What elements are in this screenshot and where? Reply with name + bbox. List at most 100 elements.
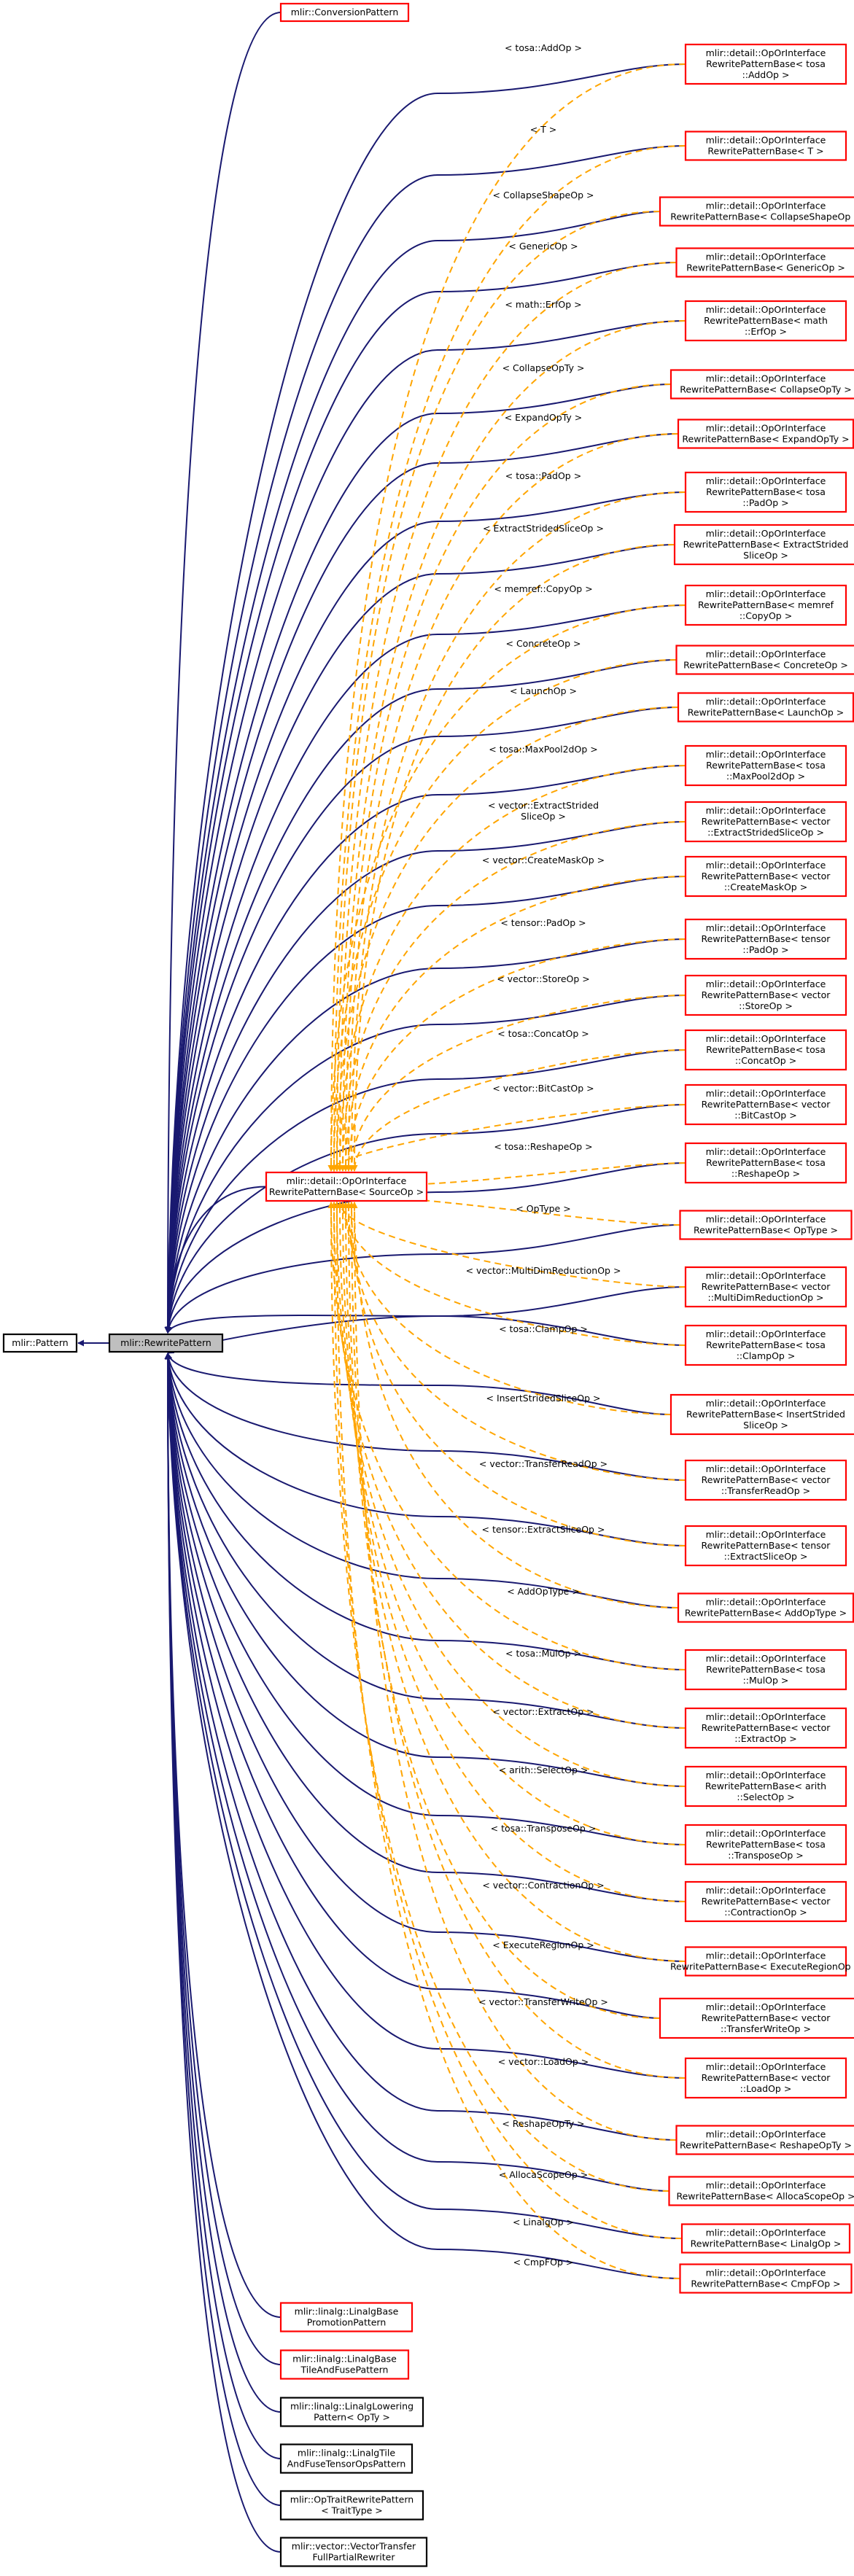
- node-spec-s06[interactable]: mlir::detail::OpOrInterfaceRewritePatter…: [669, 369, 854, 400]
- node-spec-s15[interactable]: mlir::detail::OpOrInterfaceRewritePatter…: [684, 855, 847, 898]
- node-spec-s11-text-2: RewritePatternBase< ConcreteOp >: [683, 660, 848, 671]
- node-spec-s04[interactable]: mlir::detail::OpOrInterfaceRewritePatter…: [675, 247, 854, 278]
- node-spec-s09-box: [673, 524, 854, 566]
- node-bottom-b6-text-1: mlir::vector::VectorTransfer: [292, 2541, 416, 2552]
- node-spec-s19[interactable]: mlir::detail::OpOrInterfaceRewritePatter…: [684, 1083, 847, 1126]
- edge-label-s05: < math::ErfOp >: [505, 299, 581, 310]
- edge-spec-s25-to-rewrite: [165, 1353, 686, 1481]
- node-bottom-b3-text-2: Pattern< OpTy >: [314, 2412, 390, 2423]
- node-spec-s38-text-2: RewritePatternBase< LinalgOp >: [691, 2238, 842, 2249]
- node-spec-s25[interactable]: mlir::detail::OpOrInterfaceRewritePatter…: [684, 1459, 847, 1501]
- node-spec-s30-box: [684, 1765, 847, 1808]
- node-bottom-b1-box: [279, 2302, 414, 2332]
- node-spec-s24-text-3: SliceOp >: [743, 1420, 788, 1431]
- node-spec-s16[interactable]: mlir::detail::OpOrInterfaceRewritePatter…: [684, 918, 847, 960]
- node-conversion-pattern[interactable]: mlir::ConversionPattern: [279, 2, 410, 23]
- node-spec-s09-text-1: mlir::detail::OpOrInterface: [706, 528, 826, 539]
- node-spec-s14[interactable]: mlir::detail::OpOrInterfaceRewritePatter…: [684, 801, 847, 843]
- node-spec-s30-text-2: RewritePatternBase< arith: [705, 1781, 826, 1791]
- edge-spec-s01-to-sourceop: [327, 63, 686, 1172]
- node-pattern[interactable]: mlir::Pattern: [2, 1333, 78, 1353]
- node-spec-s39-text-2: RewritePatternBase< CmpFOp >: [691, 2279, 840, 2289]
- node-spec-s06-text-2: RewritePatternBase< CollapseOpTy >: [680, 384, 852, 395]
- edge-spec-s01-to-rewrite: [164, 63, 686, 1334]
- edge-spec-s19-to-sourceop: [327, 1104, 686, 1172]
- node-spec-s21[interactable]: mlir::detail::OpOrInterfaceRewritePatter…: [679, 1210, 853, 1240]
- node-spec-s08[interactable]: mlir::detail::OpOrInterfaceRewritePatter…: [684, 471, 847, 513]
- node-spec-s19-text-3: ::BitCastOp >: [734, 1110, 796, 1121]
- node-spec-s34[interactable]: mlir::detail::OpOrInterfaceRewritePatter…: [659, 1997, 854, 2039]
- edge-label-s20: < tosa::ReshapeOp >: [494, 1141, 592, 1152]
- edge-label-s37: < AllocaScopeOp >: [499, 2169, 588, 2180]
- node-spec-s22-text-2: RewritePatternBase< vector: [702, 1281, 831, 1292]
- node-spec-s18[interactable]: mlir::detail::OpOrInterfaceRewritePatter…: [684, 1029, 847, 1071]
- node-spec-s35[interactable]: mlir::detail::OpOrInterfaceRewritePatter…: [684, 2057, 847, 2099]
- node-spec-s30[interactable]: mlir::detail::OpOrInterfaceRewritePatter…: [684, 1765, 847, 1808]
- edge-spec-s34-to-rewrite: [164, 1353, 661, 2019]
- node-spec-s32-text-2: RewritePatternBase< vector: [702, 1896, 831, 1907]
- edge-spec-s32-to-rewrite: [164, 1353, 686, 1902]
- node-spec-s12[interactable]: mlir::detail::OpOrInterfaceRewritePatter…: [677, 692, 854, 723]
- edge-label-s07: < ExpandOpTy >: [505, 412, 583, 423]
- node-spec-s09[interactable]: mlir::detail::OpOrInterfaceRewritePatter…: [673, 524, 854, 566]
- node-spec-s26[interactable]: mlir::detail::OpOrInterfaceRewritePatter…: [684, 1525, 847, 1567]
- edge-spec-s23-to-sourceop: [339, 1202, 686, 1346]
- node-spec-s02[interactable]: mlir::detail::OpOrInterfaceRewritePatter…: [684, 131, 847, 161]
- node-rewrite-pattern-base-sourceop-text-1: mlir::detail::OpOrInterface: [287, 1175, 407, 1186]
- node-spec-s03-box: [659, 196, 854, 227]
- node-spec-s38[interactable]: mlir::detail::OpOrInterfaceRewritePatter…: [680, 2223, 851, 2254]
- edge-spec-s06-to-sourceop: [342, 384, 672, 1172]
- node-spec-s22[interactable]: mlir::detail::OpOrInterfaceRewritePatter…: [684, 1266, 847, 1308]
- node-bottom-b4[interactable]: mlir::linalg::LinalgTileAndFuseTensorOps…: [279, 2443, 414, 2474]
- edge-label-s15: < vector::CreateMaskOp >: [482, 855, 605, 865]
- node-spec-s24-box: [669, 1393, 854, 1436]
- edge-spec-s08-to-rewrite: [164, 491, 686, 1334]
- node-spec-s36[interactable]: mlir::detail::OpOrInterfaceRewritePatter…: [675, 2125, 854, 2155]
- node-spec-s33[interactable]: mlir::detail::OpOrInterfaceRewritePatter…: [670, 1946, 854, 1977]
- node-spec-s32[interactable]: mlir::detail::OpOrInterfaceRewritePatter…: [684, 1880, 847, 1923]
- node-spec-s24[interactable]: mlir::detail::OpOrInterfaceRewritePatter…: [669, 1393, 854, 1436]
- node-spec-s11[interactable]: mlir::detail::OpOrInterfaceRewritePatter…: [675, 645, 854, 675]
- node-spec-s05[interactable]: mlir::detail::OpOrInterfaceRewritePatter…: [684, 300, 847, 342]
- node-spec-s31[interactable]: mlir::detail::OpOrInterfaceRewritePatter…: [684, 1824, 847, 1866]
- edge-spec-s36-to-rewrite: [164, 1353, 677, 2141]
- node-spec-s17[interactable]: mlir::detail::OpOrInterfaceRewritePatter…: [684, 974, 847, 1016]
- edge-label-s11: < ConcreteOp >: [506, 638, 581, 649]
- node-bottom-b6[interactable]: mlir::vector::VectorTransferFullPartialR…: [279, 2537, 428, 2567]
- node-spec-s01-text-2: RewritePatternBase< tosa: [706, 58, 826, 69]
- node-spec-s33-text-2: RewritePatternBase< ExecuteRegionOp >: [670, 1961, 854, 1972]
- node-spec-s26-box: [684, 1525, 847, 1567]
- node-spec-s13[interactable]: mlir::detail::OpOrInterfaceRewritePatter…: [684, 744, 847, 787]
- node-bottom-b3-box: [279, 2397, 424, 2427]
- node-spec-s29[interactable]: mlir::detail::OpOrInterfaceRewritePatter…: [684, 1707, 847, 1749]
- node-bottom-b4-text-2: AndFuseTensorOpsPattern: [287, 2459, 406, 2470]
- edge-spec-s29-to-sourceop: [330, 1202, 686, 1729]
- edge-spec-s34-to-sourceop: [345, 1202, 661, 2019]
- node-spec-s07[interactable]: mlir::detail::OpOrInterfaceRewritePatter…: [677, 419, 854, 449]
- node-spec-s27-text-1: mlir::detail::OpOrInterface: [706, 1597, 826, 1608]
- node-spec-s21-box: [679, 1210, 853, 1240]
- node-spec-s28[interactable]: mlir::detail::OpOrInterfaceRewritePatter…: [684, 1649, 847, 1691]
- node-spec-s38-box: [680, 2223, 851, 2254]
- node-spec-s33-box: [684, 1946, 847, 1977]
- node-spec-s27-box: [677, 1592, 854, 1623]
- node-bottom-b5[interactable]: mlir::OpTraitRewritePattern< TraitType >: [279, 2490, 424, 2521]
- node-spec-s03[interactable]: mlir::detail::OpOrInterfaceRewritePatter…: [659, 196, 854, 227]
- node-spec-s20[interactable]: mlir::detail::OpOrInterfaceRewritePatter…: [684, 1142, 847, 1184]
- node-spec-s01[interactable]: mlir::detail::OpOrInterfaceRewritePatter…: [684, 43, 847, 85]
- node-bottom-b2[interactable]: mlir::linalg::LinalgBaseTileAndFusePatte…: [279, 2349, 410, 2380]
- node-spec-s18-text-3: ::ConcatOp >: [735, 1055, 796, 1066]
- node-spec-s07-text-2: RewritePatternBase< ExpandOpTy >: [682, 434, 849, 445]
- node-spec-s37[interactable]: mlir::detail::OpOrInterfaceRewritePatter…: [668, 2176, 854, 2206]
- node-rewrite-pattern-base-sourceop[interactable]: mlir::detail::OpOrInterfaceRewritePatter…: [265, 1171, 428, 1202]
- node-spec-s27[interactable]: mlir::detail::OpOrInterfaceRewritePatter…: [677, 1592, 854, 1623]
- node-spec-s39[interactable]: mlir::detail::OpOrInterfaceRewritePatter…: [679, 2263, 853, 2294]
- node-spec-s32-text-1: mlir::detail::OpOrInterface: [706, 1885, 826, 1896]
- node-rewrite-pattern[interactable]: mlir::RewritePattern: [108, 1333, 224, 1353]
- node-spec-s23[interactable]: mlir::detail::OpOrInterfaceRewritePatter…: [684, 1324, 847, 1366]
- node-spec-s12-text-1: mlir::detail::OpOrInterface: [706, 696, 826, 707]
- node-spec-s36-text-1: mlir::detail::OpOrInterface: [706, 2129, 826, 2140]
- node-spec-s10[interactable]: mlir::detail::OpOrInterfaceRewritePatter…: [684, 584, 847, 626]
